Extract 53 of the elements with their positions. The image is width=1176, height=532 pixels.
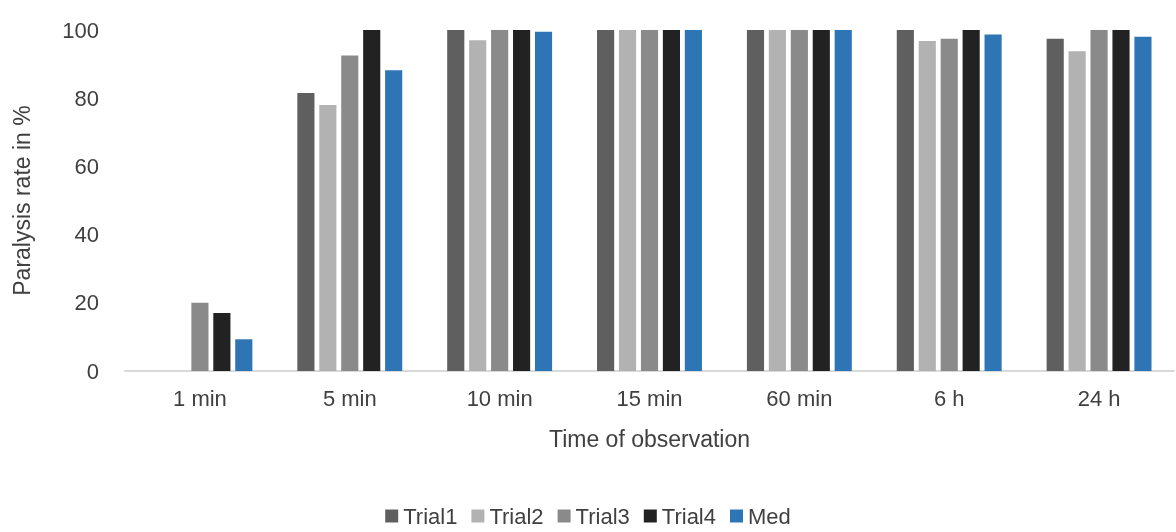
bar — [385, 70, 403, 371]
bar — [640, 30, 659, 371]
bar — [618, 30, 637, 371]
bar — [297, 93, 315, 371]
x-axis-title: Time of observation — [548, 425, 751, 452]
y-tick-label: 100 — [62, 17, 99, 43]
bar — [834, 30, 852, 371]
x-tick-label: 1 min — [173, 385, 227, 411]
bar — [1068, 51, 1086, 371]
legend-label: Trial3 — [575, 503, 630, 529]
bar — [1112, 30, 1130, 371]
bar — [447, 30, 465, 371]
bar — [940, 38, 958, 371]
bar — [363, 30, 381, 371]
y-tick-label: 80 — [74, 85, 99, 111]
y-tick-label: 60 — [74, 153, 99, 179]
bar — [1090, 30, 1108, 371]
legend-label: Med — [747, 503, 791, 529]
bar — [768, 30, 786, 371]
bar — [1134, 36, 1152, 371]
x-tick-label: 15 min — [616, 385, 683, 411]
bar — [962, 30, 980, 371]
bar — [1046, 38, 1064, 371]
x-tick-label: 60 min — [766, 385, 833, 411]
bar — [746, 30, 765, 371]
bar — [790, 30, 808, 371]
y-tick-label: 0 — [86, 358, 99, 384]
legend-label: Trial4 — [661, 503, 716, 529]
bar — [513, 30, 531, 371]
bar — [491, 30, 509, 371]
bar — [341, 55, 359, 371]
bar — [662, 30, 681, 371]
bar — [534, 31, 553, 371]
legend-label: Trial1 — [403, 503, 458, 529]
bar — [684, 30, 702, 371]
bar — [319, 105, 337, 371]
x-tick-label: 24 h — [1077, 385, 1121, 411]
bar — [896, 30, 914, 371]
x-tick-label: 5 min — [322, 385, 377, 411]
y-tick-label: 20 — [74, 290, 99, 316]
bar — [597, 30, 615, 371]
legend-label: Trial2 — [489, 503, 544, 529]
bar — [235, 339, 253, 371]
y-tick-label: 40 — [74, 222, 99, 248]
x-tick-label: 6 h — [933, 385, 965, 411]
y-axis-title: Paralysis rate in % — [8, 105, 35, 296]
bar — [918, 40, 936, 371]
x-tick-label: 10 min — [466, 385, 533, 411]
bar — [812, 30, 830, 371]
bar — [191, 302, 209, 371]
bar — [984, 34, 1002, 371]
bar — [213, 313, 231, 371]
bar — [469, 40, 487, 371]
